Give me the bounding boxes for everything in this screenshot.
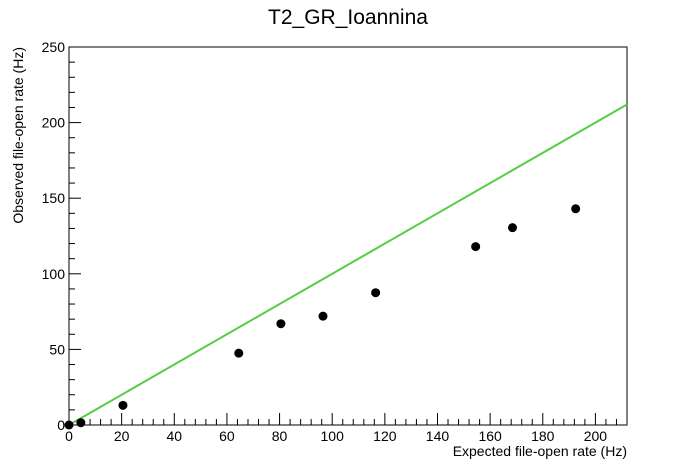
y-axis-title: Observed file-open rate (Hz) xyxy=(10,47,26,224)
x-axis-title: Expected file-open rate (Hz) xyxy=(453,443,627,459)
reference-line-layer xyxy=(68,103,628,426)
data-point xyxy=(371,288,381,298)
x-tick-label: 0 xyxy=(65,428,73,444)
y-tick-label: 150 xyxy=(42,190,66,206)
x-tick-label: 200 xyxy=(584,428,608,444)
data-point xyxy=(508,223,518,233)
data-point xyxy=(234,348,244,358)
y-tick-label: 0 xyxy=(57,417,65,433)
x-tick-label: 140 xyxy=(426,428,450,444)
data-point xyxy=(76,418,86,428)
data-points xyxy=(64,204,581,430)
data-point xyxy=(571,204,581,214)
y-tick-label: 250 xyxy=(42,39,66,55)
x-tick-label: 120 xyxy=(373,428,397,444)
y-tick-label: 50 xyxy=(49,341,65,357)
x-axis: 0 20 40 60 80 100 120 140 160 180 200 xyxy=(65,413,628,444)
data-point xyxy=(471,242,481,252)
y-tick-label: 100 xyxy=(42,266,66,282)
data-point xyxy=(64,420,74,430)
x-tick-label: 20 xyxy=(114,428,130,444)
x-tick-label: 100 xyxy=(321,428,345,444)
data-point xyxy=(318,311,328,321)
data-point xyxy=(118,400,128,410)
plot-frame xyxy=(68,46,628,426)
data-point xyxy=(276,319,286,329)
x-tick-label: 40 xyxy=(166,428,182,444)
x-tick-label: 160 xyxy=(478,428,502,444)
reference-line xyxy=(68,103,628,426)
y-axis: 0 50 100 150 200 250 xyxy=(42,39,81,433)
chart-title: T2_GR_Ioannina xyxy=(268,6,428,29)
x-tick-label: 60 xyxy=(219,428,235,444)
y-tick-label: 200 xyxy=(42,115,66,131)
x-tick-label: 80 xyxy=(272,428,288,444)
x-tick-label: 180 xyxy=(531,428,555,444)
